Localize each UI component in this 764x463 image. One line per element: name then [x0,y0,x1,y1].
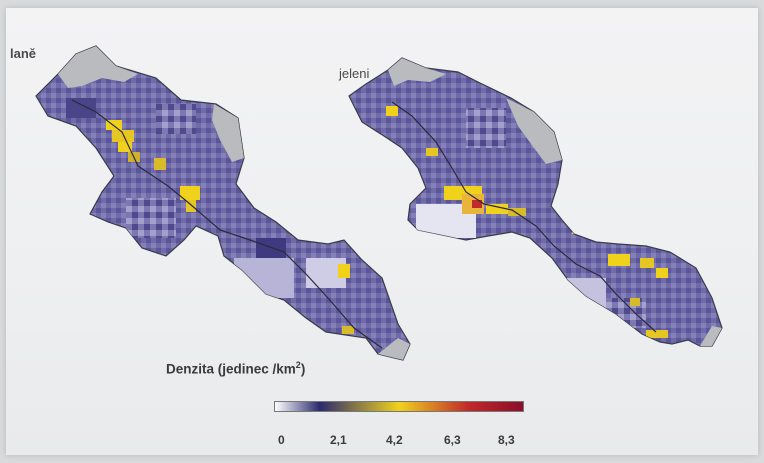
legend-title-sup: 2 [295,360,301,370]
tick-label: 2,1 [330,433,347,447]
colorbar-ticks: 0 2,1 4,2 6,3 8,3 [276,433,536,449]
density-maps [35,45,723,361]
legend-title-end: ) [300,361,306,377]
legend-title: Denzita (jedinec /km2) [166,360,305,377]
tick-label: 6,3 [444,433,461,447]
legend-title-text: Denzita (jedinec /km [166,361,296,377]
slide: laně jeleni Denzita (jedinec /km2) 0 2,1… [6,8,758,455]
colorbar [274,401,524,412]
tick-label: 0 [278,433,285,447]
species-label-left: laně [10,46,37,61]
species-label-right: jeleni [339,66,370,81]
map-right [348,57,723,347]
tick-label: 8,3 [498,433,515,447]
tick-label: 4,2 [386,433,403,447]
